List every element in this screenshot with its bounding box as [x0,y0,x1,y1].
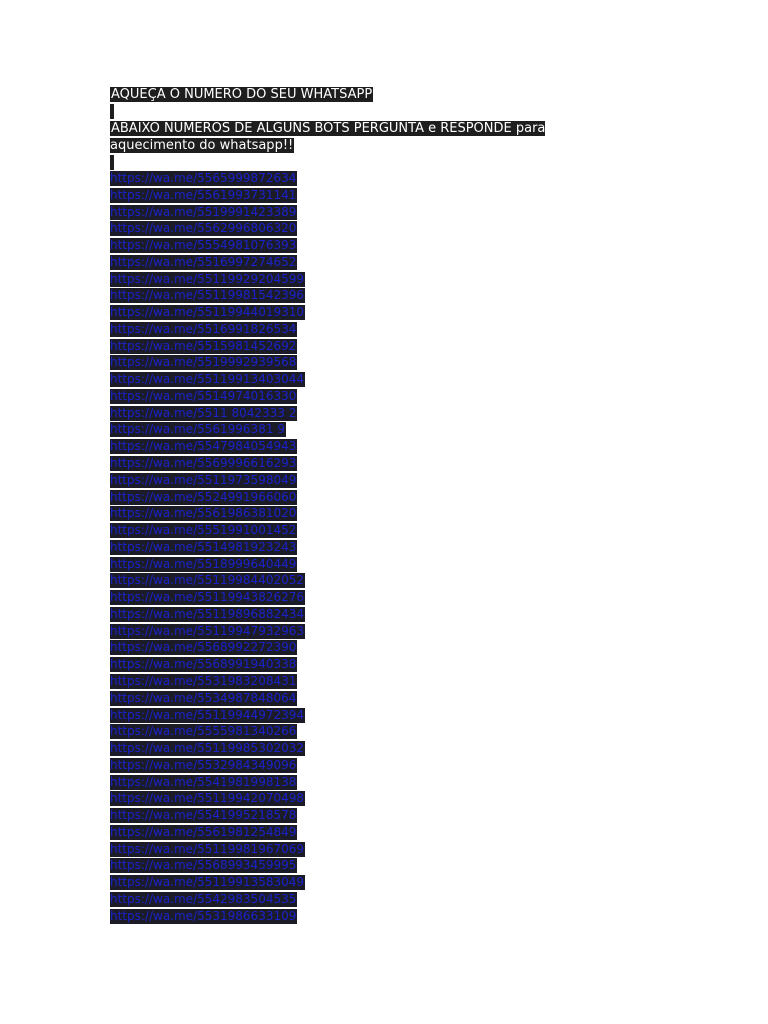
whatsapp-link[interactable]: https://wa.me/5561986381020 [110,506,298,522]
whatsapp-link[interactable]: https://wa.me/55119913403044 [110,372,305,388]
whatsapp-link[interactable]: https://wa.me/5551991001452 [110,523,298,539]
whatsapp-link[interactable]: https://wa.me/5519992939568 [110,355,298,371]
whatsapp-link[interactable]: https://wa.me/55119981542396 [110,288,305,304]
whatsapp-link[interactable]: https://wa.me/5514981923243 [110,539,298,555]
whatsapp-link[interactable]: https://wa.me/5511 8042333 2 [110,405,298,421]
whatsapp-link[interactable]: https://wa.me/5531983208431 [110,673,298,689]
whatsapp-link[interactable]: https://wa.me/5562996806320 [110,221,298,237]
whatsapp-link[interactable]: https://wa.me/55119985302032 [110,741,305,757]
whatsapp-link[interactable]: https://wa.me/5531986633109 [110,908,298,924]
whatsapp-link[interactable]: https://wa.me/5568992272390 [110,640,298,656]
whatsapp-link[interactable]: https://wa.me/55119896882434 [110,606,305,622]
whatsapp-link[interactable]: https://wa.me/5561996381 9 [110,422,286,438]
intro-text: ABAIXO NUMEROS DE ALGUNS BOTS PERGUNTA e… [110,121,546,153]
whatsapp-link[interactable]: https://wa.me/55119944972394 [110,707,305,723]
document-title: AQUEÇA O NUMERO DO SEU WHATSAPP [110,86,630,103]
whatsapp-link[interactable]: https://wa.me/5547984054943 [110,439,298,455]
intro-paragraph: ABAIXO NUMEROS DE ALGUNS BOTS PERGUNTA e… [110,120,600,154]
whatsapp-link[interactable]: https://wa.me/5561993731141 [110,187,298,203]
whatsapp-link[interactable]: https://wa.me/5541981998138 [110,774,298,790]
whatsapp-link[interactable]: https://wa.me/55119913583049 [110,875,305,891]
whatsapp-link[interactable]: https://wa.me/5518999640449 [110,556,298,572]
whatsapp-link[interactable]: https://wa.me/55119981967069 [110,841,305,857]
title-text: AQUEÇA O NUMERO DO SEU WHATSAPP [110,87,374,102]
whatsapp-link[interactable]: https://wa.me/5511973598049 [110,472,298,488]
whatsapp-link[interactable]: https://wa.me/5516991826534 [110,321,298,337]
whatsapp-link[interactable]: https://wa.me/5554981076393 [110,238,298,254]
whatsapp-link[interactable]: https://wa.me/5568991940338 [110,657,298,673]
whatsapp-link[interactable]: https://wa.me/5532984349096 [110,757,298,773]
whatsapp-link[interactable]: https://wa.me/55119943826276 [110,590,305,606]
whatsapp-link[interactable]: https://wa.me/5568993459995 [110,858,298,874]
empty-line-marker [110,104,114,119]
whatsapp-link[interactable]: https://wa.me/5515981452692 [110,338,298,354]
empty-line-marker [110,155,114,170]
whatsapp-link[interactable]: https://wa.me/5569996616293 [110,456,298,472]
whatsapp-link[interactable]: https://wa.me/55119944019310 [110,305,305,321]
whatsapp-link[interactable]: https://wa.me/5565999872634 [110,171,298,186]
bot-links-list: https://wa.me/5565999872634 https://wa.me… [110,171,630,924]
whatsapp-link[interactable]: https://wa.me/5534987848064 [110,690,298,706]
whatsapp-link[interactable]: https://wa.me/55119929204599 [110,271,305,287]
whatsapp-link[interactable]: https://wa.me/5561981254849 [110,824,298,840]
whatsapp-link[interactable]: https://wa.me/5514974016330 [110,388,298,404]
whatsapp-link[interactable]: https://wa.me/55119984402052 [110,573,305,589]
whatsapp-link[interactable]: https://wa.me/55119947932963 [110,623,305,639]
whatsapp-link[interactable]: https://wa.me/5555981340266 [110,724,298,740]
whatsapp-link[interactable]: https://wa.me/5541995218578 [110,808,298,824]
document-body: AQUEÇA O NUMERO DO SEU WHATSAPP ABAIXO N… [110,86,630,925]
whatsapp-link[interactable]: https://wa.me/5516997274652 [110,254,298,270]
whatsapp-link[interactable]: https://wa.me/55119942070498 [110,791,305,807]
whatsapp-link[interactable]: https://wa.me/5519991423389 [110,204,298,220]
whatsapp-link[interactable]: https://wa.me/5524991966060 [110,489,298,505]
whatsapp-link[interactable]: https://wa.me/5542983504535 [110,891,298,907]
